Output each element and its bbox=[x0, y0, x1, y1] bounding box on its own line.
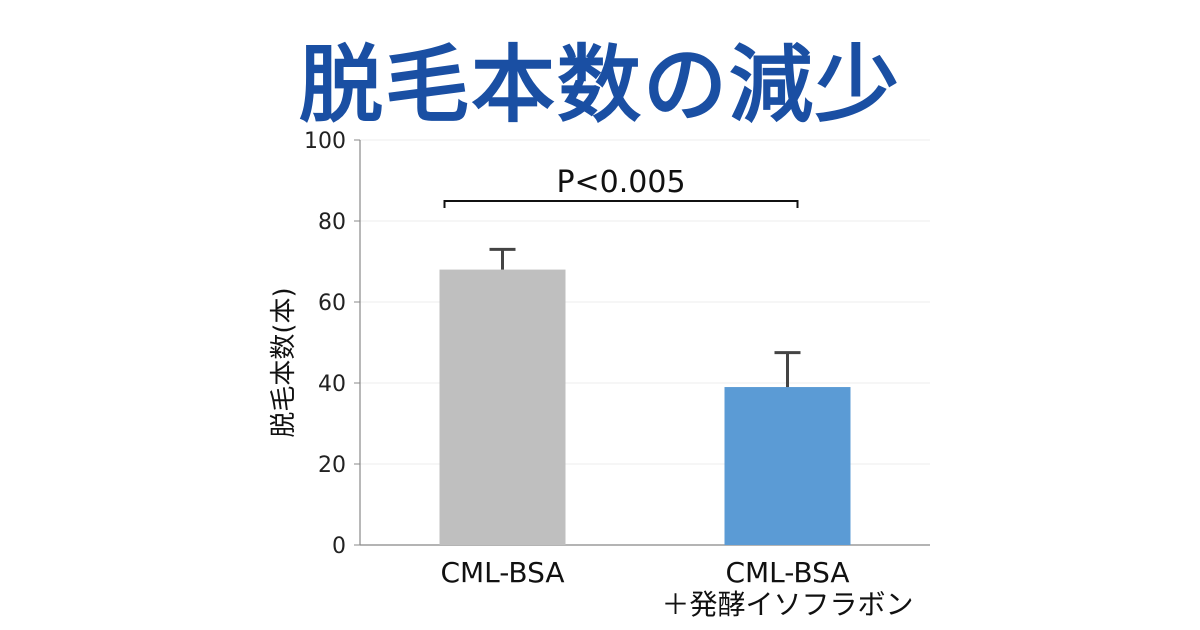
y-axis-title: 脱毛本数(本) bbox=[269, 287, 299, 437]
bar-2 bbox=[724, 387, 851, 545]
bar-1 bbox=[439, 269, 566, 545]
y-tick-label: 80 bbox=[318, 210, 346, 235]
chart-title: 脱毛本数の減少 bbox=[298, 36, 901, 134]
y-tick-label: 40 bbox=[318, 372, 346, 397]
x-category-label: CML-BSA bbox=[725, 556, 849, 589]
y-tick-label: 60 bbox=[318, 291, 346, 316]
y-tick-label: 100 bbox=[304, 129, 346, 154]
x-category-label: ＋発酵イソフラボン bbox=[661, 588, 913, 621]
y-tick-label: 20 bbox=[318, 453, 346, 478]
p-value-annotation: P<0.005 bbox=[556, 165, 685, 200]
significance-bracket bbox=[443, 200, 799, 208]
x-category-label: CML-BSA bbox=[440, 556, 564, 589]
y-tick-label: 0 bbox=[332, 534, 346, 559]
